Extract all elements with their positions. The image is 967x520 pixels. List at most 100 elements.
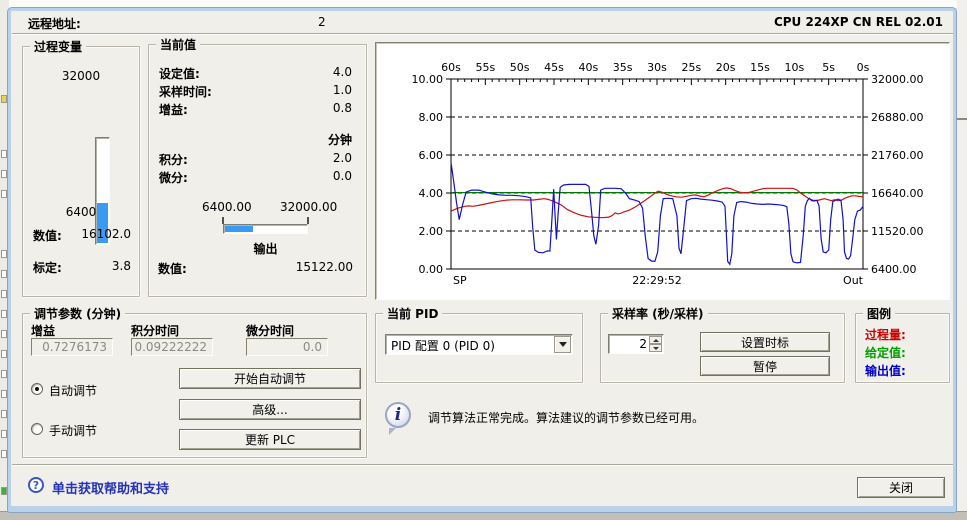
pv-scale-label: 标定: (33, 261, 62, 275)
background-icon (1, 430, 7, 438)
close-button[interactable]: 关闭 (857, 477, 945, 498)
info-icon: i (385, 402, 411, 428)
background-window-bottom-strip (0, 511, 967, 520)
background-icon (1, 95, 7, 103)
output-max-label: 32000.00 (280, 200, 338, 214)
gain-label: 增益: (159, 103, 188, 117)
derivative-label: 微分: (159, 171, 188, 185)
advanced-button[interactable]: 高级... (179, 399, 361, 420)
help-separator (12, 464, 953, 466)
background-icon (1, 270, 7, 278)
pv-max-label: 32000 (61, 69, 101, 83)
trend-chart-panel: 60s 55s 50s 45s 40s 35s 30s 25s 20s 15s 10s 5s 0s 10.… (375, 42, 950, 300)
pause-button[interactable]: 暂停 (700, 356, 830, 376)
background-window-right-strip (957, 0, 967, 520)
sample-time-label: 采样时间: (159, 85, 212, 99)
integral-label: 积分: (159, 153, 188, 167)
chart-top-tick-label: 10s (784, 61, 804, 74)
tuning-integral-field[interactable]: 0.09222222 (131, 338, 213, 356)
chart-left-tick-label: 10.00 (412, 73, 444, 86)
set-timebase-button[interactable]: 设置时标 (700, 332, 830, 352)
chart-top-tick-label: 5s (822, 61, 835, 74)
background-icon (1, 450, 7, 458)
update-plc-button[interactable]: 更新 PLC (179, 429, 361, 450)
background-icon (1, 250, 7, 258)
pv-value: 16102.0 (81, 227, 131, 241)
background-icon (1, 330, 7, 338)
pv-min-label: 6400 (65, 205, 97, 219)
chart-left-tick-label: 0.00 (419, 263, 444, 276)
manual-tune-radio[interactable] (31, 423, 43, 435)
pv-gauge-fill (97, 202, 108, 243)
output-min-label: 6400.00 (202, 200, 252, 214)
pv-value-label: 数值: (33, 229, 62, 243)
minutes-label: 分钟 (327, 133, 352, 147)
chart-left-tick-label: 2.00 (419, 225, 444, 238)
chart-top-tick-label: 50s (510, 61, 530, 74)
gain-value: 0.8 (332, 101, 352, 115)
process-variable-title: 过程变量 (30, 38, 87, 55)
chart-top-tick-label: 30s (647, 61, 667, 74)
remote-address-label: 远程地址: (28, 17, 81, 31)
sample-rate-value: 2 (639, 337, 647, 351)
info-icon-tail (389, 428, 396, 435)
chart-right-tick-label: 26880.00 (871, 111, 924, 124)
chevron-up-icon (652, 338, 659, 342)
current-pid-title: 当前 PID (383, 305, 443, 322)
background-icon (1, 350, 7, 358)
current-values-title: 当前值 (156, 36, 201, 53)
background-icon (1, 290, 7, 298)
manual-tune-radio-label[interactable]: 手动调节 (49, 424, 98, 438)
pid-select-value: PID 配置 0 (PID 0) (391, 339, 495, 353)
chart-top-tick-label: 35s (613, 61, 633, 74)
chart-top-tick-label: 0s (857, 61, 870, 74)
process-variable-group: 过程变量 32000 6400 数值: 16102.0 标定: 3.8 (22, 38, 140, 297)
background-icon (1, 150, 7, 158)
auto-tune-radio-label[interactable]: 自动调节 (49, 384, 98, 398)
help-link[interactable]: 单击获取帮助和支持 (52, 482, 170, 497)
tuning-integral-label: 积分时间 (131, 324, 180, 338)
pid-trend-chart: 60s 55s 50s 45s 40s 35s 30s 25s 20s 15s 10s 5s 0s 10.… (412, 61, 924, 287)
tuning-parameters-group: 调节参数 (分钟) 增益 积分时间 微分时间 0.7276173 0.09222… (22, 305, 367, 458)
remote-address-value: 2 (318, 15, 326, 29)
background-icon (1, 310, 7, 318)
output-gauge (223, 224, 308, 234)
current-pid-group: 当前 PID (375, 305, 583, 383)
background-icon (1, 487, 7, 495)
background-icon (1, 170, 7, 178)
header-separator (12, 33, 953, 35)
cpu-info-label: CPU 224XP CN REL 02.01 (773, 15, 943, 29)
combo-dropdown-button[interactable] (554, 336, 571, 353)
tuning-parameters-title: 调节参数 (分钟) (30, 305, 126, 322)
tuning-gain-field[interactable]: 0.7276173 (31, 338, 113, 356)
legend-title: 图例 (863, 305, 896, 322)
setpoint-value: 4.0 (332, 65, 352, 79)
chart-series-output-value (450, 162, 864, 266)
help-icon[interactable]: ? (28, 477, 44, 493)
output-label: 输出 (253, 242, 278, 256)
spinner-up-button[interactable] (649, 336, 662, 344)
spinner-down-button[interactable] (649, 344, 662, 352)
chevron-down-icon (652, 346, 659, 350)
current-values-group: 当前值 设定值: 4.0 采样时间: 1.0 增益: 0.8 分钟 积分: 2.… (148, 36, 367, 297)
output-value-label: 数值: (158, 262, 187, 276)
chart-left-tick-label: 6.00 (419, 149, 444, 162)
chart-top-tick-label: 20s (716, 61, 736, 74)
tuning-gain-label: 增益 (31, 324, 56, 338)
integral-value: 2.0 (332, 151, 352, 165)
chart-left-tick-label: 4.00 (419, 187, 444, 200)
sample-rate-spinner[interactable]: 2 (608, 334, 664, 354)
tuning-derivative-field[interactable]: 0.0 (246, 338, 328, 356)
tuning-derivative-label: 微分时间 (246, 324, 295, 338)
auto-tune-radio[interactable] (31, 383, 43, 395)
pid-select-combobox[interactable]: PID 配置 0 (PID 0) (385, 334, 573, 355)
chart-top-tick-label: 15s (750, 61, 770, 74)
pv-scale-value: 3.8 (111, 259, 131, 273)
output-slider-right-tick (307, 217, 309, 224)
chart-right-tick-label: 11520.00 (871, 225, 924, 238)
legend-group: 图例 过程量: 给定值: 输出值: (855, 305, 950, 383)
sample-rate-title: 采样率 (秒/采样) (608, 305, 708, 322)
background-divider (957, 118, 967, 120)
start-auto-tune-button[interactable]: 开始自动调节 (179, 368, 361, 389)
